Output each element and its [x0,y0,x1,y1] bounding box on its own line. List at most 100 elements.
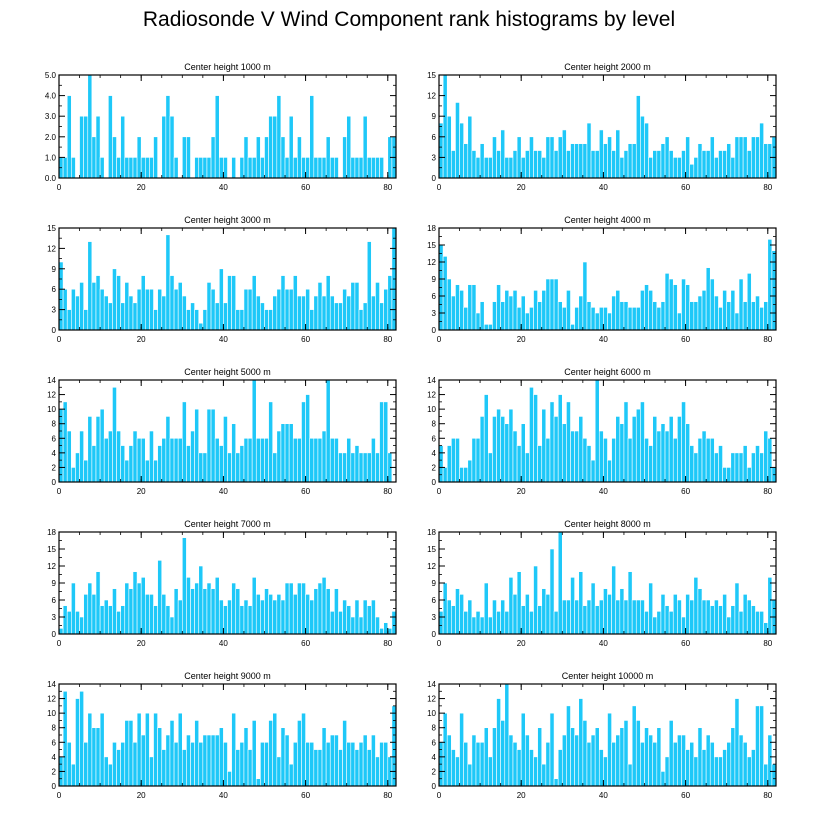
bar [247,437,253,483]
bar [321,727,327,787]
bar [243,437,249,483]
bar [615,129,621,179]
y-tick-label: 6 [52,285,57,294]
bar [734,312,740,331]
bar [251,379,257,483]
bar [325,136,331,179]
bar [309,599,315,635]
bar [255,295,261,331]
bar [660,771,666,787]
bar [533,290,538,331]
bar [718,150,723,179]
bar [280,136,286,179]
bar [301,157,306,179]
bar [603,437,608,483]
x-tick-label: 0 [437,639,442,648]
bar [726,616,732,635]
bar [463,467,469,483]
bar [227,275,232,331]
bar [346,295,352,331]
bar [512,150,518,179]
y-tick-label: 6 [52,596,57,605]
bar [685,594,690,635]
x-tick-label: 0 [437,487,442,496]
x-tick-label: 80 [383,487,392,496]
bar [557,394,563,483]
bar [99,712,105,787]
bar [742,136,748,179]
bar [459,712,464,787]
bar [276,95,282,179]
bar [451,437,456,483]
bar [362,452,368,483]
bar [722,150,727,179]
bar [202,734,208,787]
bar [214,734,220,787]
x-tick-label: 40 [219,183,228,192]
bar [677,734,682,787]
x-tick-label: 60 [681,487,690,496]
bar [387,628,393,635]
main-title: Radiosonde V Wind Component rank histogr… [142,8,676,31]
bar [722,749,727,787]
bar [479,741,485,787]
bar [354,157,360,179]
bar [214,577,220,635]
bar [746,150,752,179]
bar [697,727,703,787]
bar [726,741,732,787]
bar [145,594,150,635]
bar [91,136,97,179]
bar [701,430,707,483]
bar [264,136,269,179]
bar [701,150,707,179]
bar [87,241,93,331]
bar [475,611,481,635]
bar [231,582,237,635]
bar [471,734,477,787]
bar [607,312,612,331]
bar [594,605,600,635]
y-tick-label: 4 [432,753,437,762]
bar [451,749,456,787]
bar [334,588,339,635]
panel-9: Center height 9000 m 0 20 40 60 80 0 2 4 6 8 10 12 14 [47,671,397,800]
bar [231,157,237,179]
bar [751,452,756,483]
bar [442,256,448,331]
bar [71,288,76,331]
bar [508,157,514,179]
bar [272,295,278,331]
bar [640,115,645,179]
bar [631,307,637,331]
bar [136,136,142,179]
bar [313,157,319,179]
y-tick-label: 6 [432,596,437,605]
bar [346,115,352,179]
bar [128,445,134,483]
bar [738,452,744,483]
bar [116,275,121,331]
bar [223,416,228,483]
bar [500,416,506,483]
y-tick-label: 3.0 [45,112,57,121]
bar [260,599,265,635]
panel-title: Center height 7000 m [184,519,271,529]
bar [611,150,617,179]
bar [566,599,571,635]
bar [186,734,191,787]
x-tick-label: 0 [57,791,62,800]
bar [371,157,376,179]
bar [767,239,773,331]
bar [475,312,481,331]
bar [508,408,514,483]
bar [379,401,384,483]
bar [553,611,559,635]
panel-title: Center height 6000 m [564,367,651,377]
bar [62,401,68,483]
bar [598,749,604,787]
bar [288,763,294,787]
bar [561,734,567,787]
bar [280,275,286,331]
bar [693,756,699,787]
